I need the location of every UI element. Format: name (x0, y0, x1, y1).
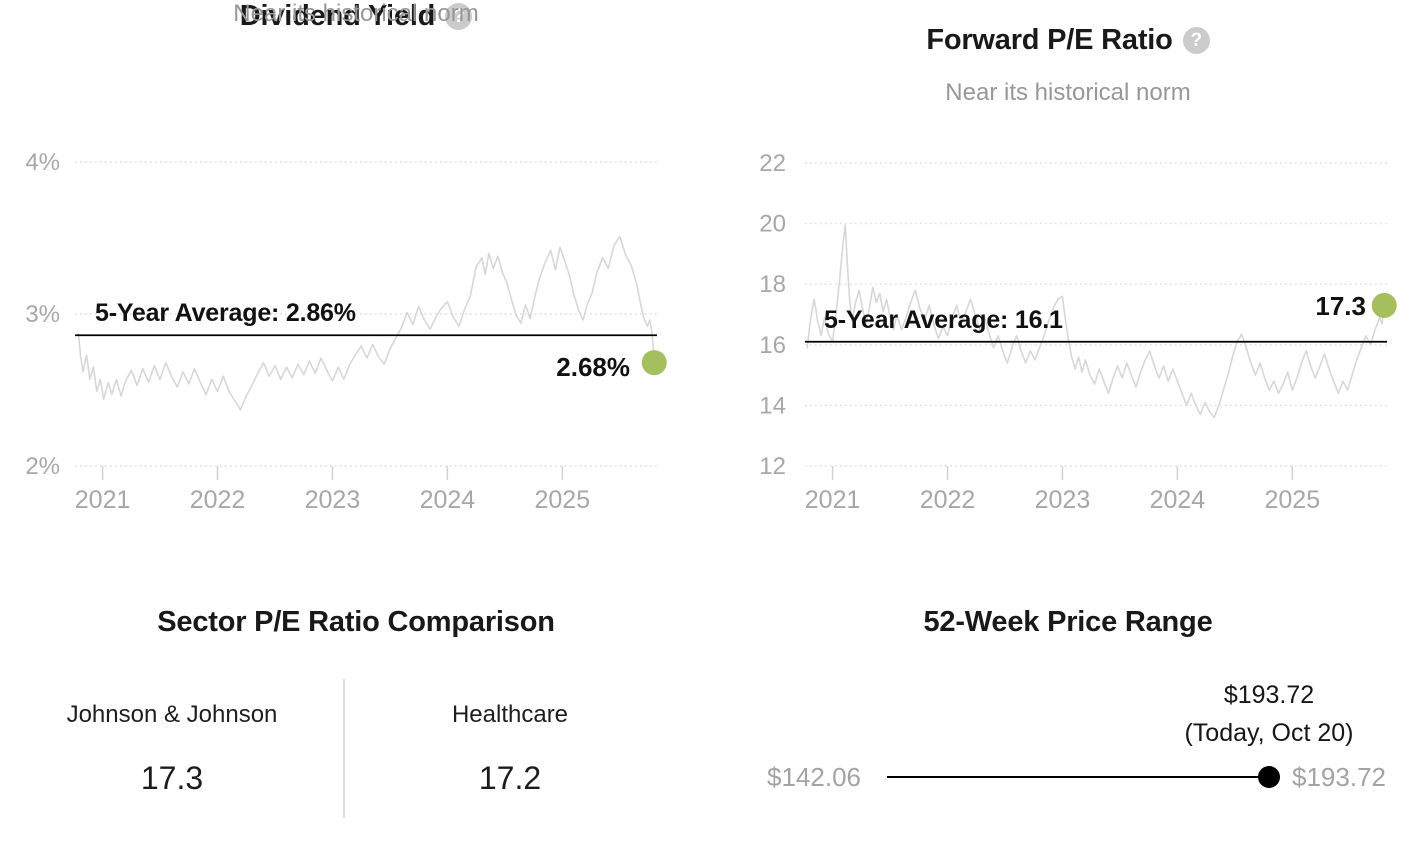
average-annotation: 5-Year Average: 16.1 (824, 306, 1063, 334)
x-axis-label: 2024 (1150, 486, 1206, 514)
y-axis-label: 3% (25, 301, 60, 328)
series-line (806, 224, 1386, 419)
x-axis-label: 2023 (1035, 486, 1091, 514)
today-price: $193.72 (1223, 681, 1315, 709)
panel-title: Dividend Yield (239, 0, 436, 32)
current-value-dot (1371, 292, 1397, 318)
x-axis-label: 2022 (920, 486, 976, 514)
panel-subtitle: Near its historical norm (233, 0, 479, 27)
range-high-label: $193.72 (1292, 762, 1386, 792)
x-axis-label: 2025 (1264, 486, 1320, 514)
company-pe-value: 17.3 (140, 760, 204, 796)
y-axis-label: 4% (25, 149, 60, 176)
panel-subtitle: Near its historical norm (945, 79, 1191, 106)
current-price-marker[interactable] (1258, 766, 1280, 788)
company-label: Johnson & Johnson (66, 701, 278, 728)
vertical-divider (343, 679, 345, 818)
y-axis-label: 12 (759, 453, 786, 480)
y-axis-label: 14 (759, 392, 786, 419)
x-axis-label: 2023 (305, 486, 361, 514)
forward-pe-title-row: Forward P/E Ratio? (712, 24, 1424, 57)
y-axis-label: 20 (759, 211, 786, 238)
sector-pe-value: 17.2 (478, 760, 542, 796)
range-low-label: $142.06 (767, 762, 861, 792)
forward-pe-chart: 22 20 18 16 14 12 2021 2022 2023 2024 2025 (759, 150, 1397, 514)
x-axis-label: 2024 (420, 486, 476, 514)
panel-title: Forward P/E Ratio (926, 24, 1173, 56)
price-range-track (887, 776, 1258, 778)
current-value-annotation: 2.68% (556, 352, 630, 382)
dividend-yield-chart: 4% 3% 2% 2021 2022 2023 2024 2025 (25, 149, 667, 514)
today-date-note: (Today, Oct 20) (1184, 719, 1354, 747)
help-icon[interactable]: ? (445, 3, 473, 30)
current-value-dot (641, 350, 667, 376)
series-line (77, 235, 656, 411)
dividend-yield-title-row: Dividend Yield? (0, 0, 712, 33)
section-title: 52-Week Price Range (923, 606, 1213, 638)
x-axis-label: 2021 (805, 486, 861, 514)
sector-label: Healthcare (451, 701, 569, 728)
average-annotation: 5-Year Average: 2.86% (95, 299, 356, 327)
y-axis-label: 22 (759, 150, 786, 177)
x-axis-label: 2021 (75, 486, 131, 514)
x-axis-label: 2025 (534, 486, 590, 514)
current-value-annotation: 17.3 (1315, 291, 1366, 321)
x-axis-label: 2022 (190, 486, 246, 514)
y-axis-label: 2% (25, 453, 60, 480)
y-axis-label: 18 (759, 271, 786, 298)
help-icon[interactable]: ? (1182, 27, 1210, 54)
section-title: Sector P/E Ratio Comparison (157, 606, 555, 638)
y-axis-label: 16 (759, 332, 786, 359)
